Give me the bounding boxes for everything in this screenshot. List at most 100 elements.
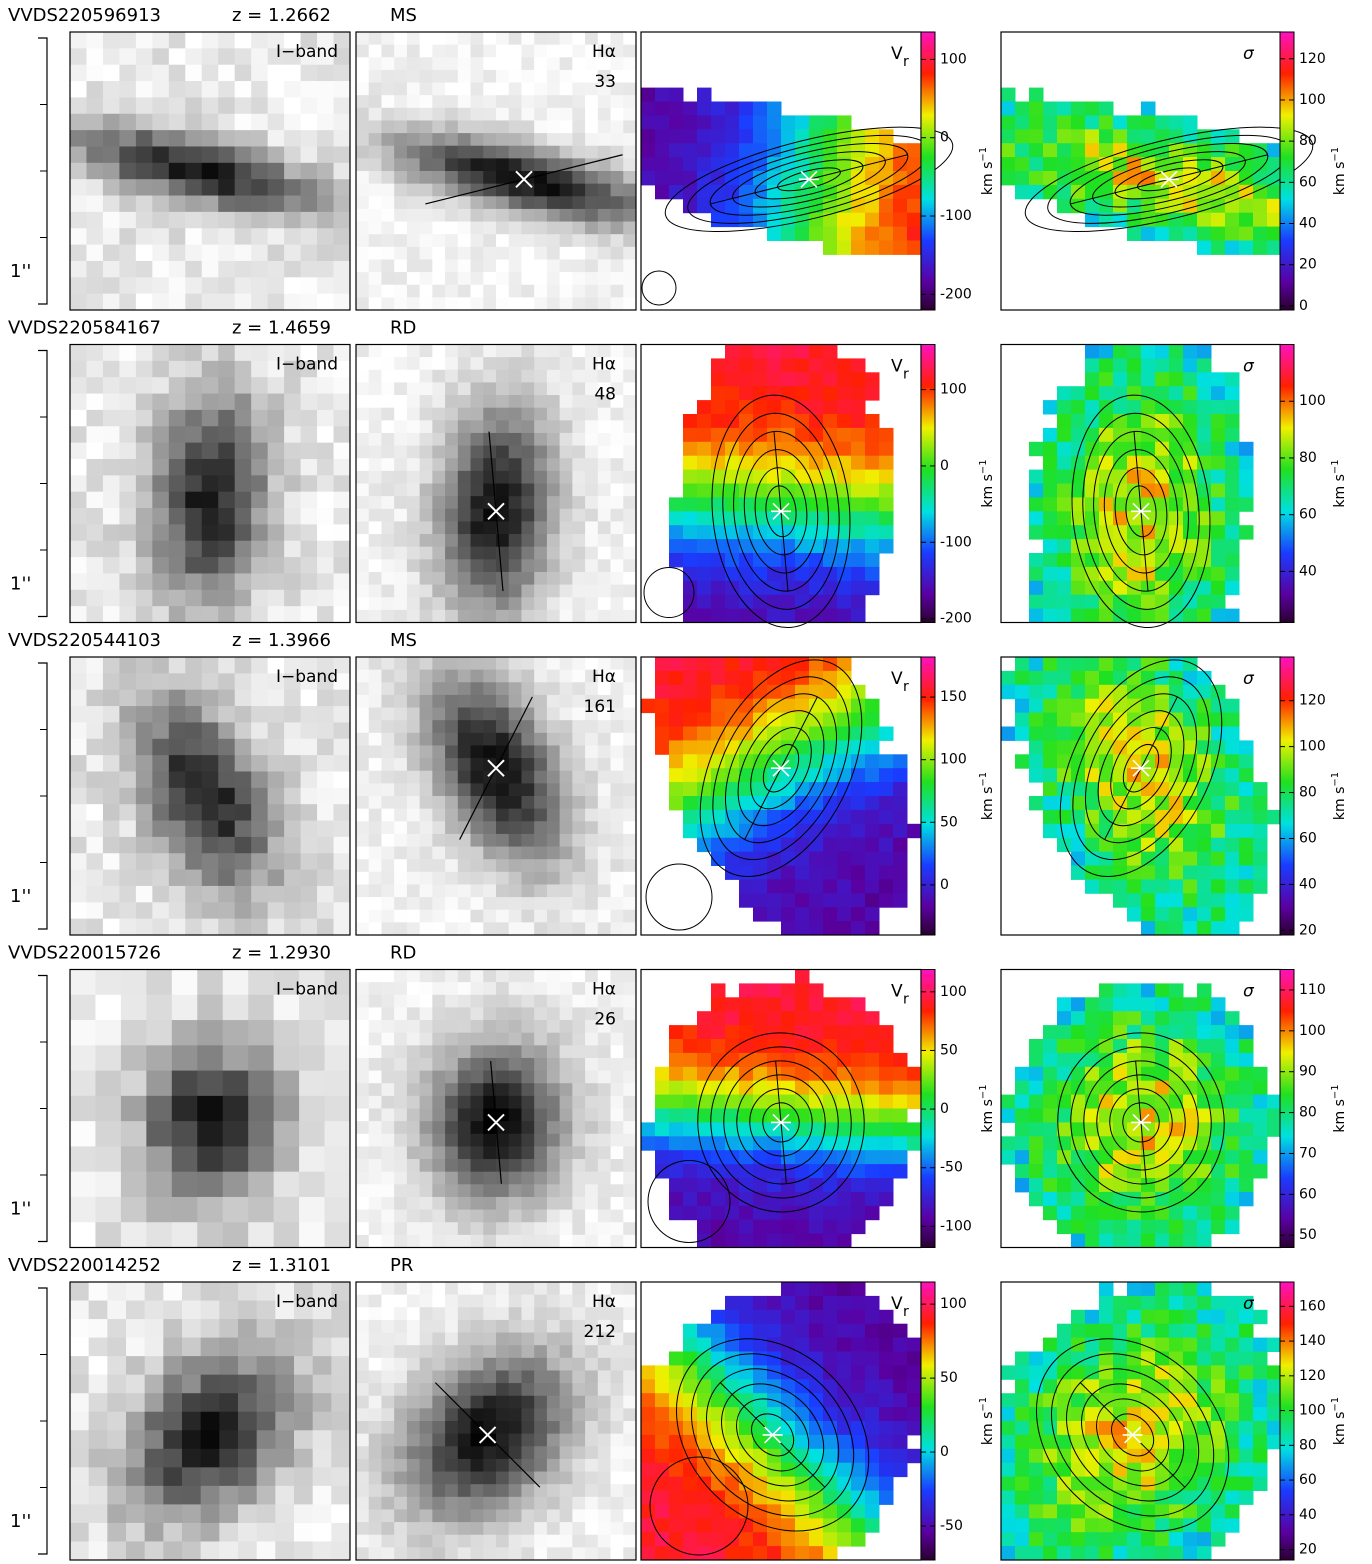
pixel [470, 458, 484, 472]
pixel [623, 44, 637, 58]
map-pixel [1211, 455, 1226, 471]
pixel [356, 922, 370, 936]
map-pixel [1225, 726, 1240, 741]
map-pixel [711, 184, 726, 200]
map-pixel [795, 698, 810, 714]
map-pixel [669, 497, 684, 512]
pixel [432, 432, 446, 447]
pixel [394, 69, 408, 84]
pixel [234, 657, 252, 674]
pixel [381, 1222, 395, 1236]
map-pixel [865, 511, 880, 526]
pixel [135, 113, 153, 131]
map-pixel [1169, 726, 1184, 741]
map-pixel [1085, 712, 1100, 727]
redshift: z = 1.2930 [232, 943, 331, 964]
pixel [521, 272, 535, 286]
map-pixel [1029, 441, 1044, 457]
pixel [86, 442, 104, 460]
pixel [95, 1020, 122, 1046]
map-pixel [809, 566, 824, 582]
pixel [534, 1095, 548, 1109]
pixel [572, 234, 586, 248]
pixel [86, 458, 104, 476]
pixel [534, 234, 548, 248]
map-pixel [1211, 226, 1226, 241]
pixel [534, 1032, 548, 1046]
pixel [623, 1095, 637, 1109]
map-pixel [809, 657, 824, 672]
pixel [152, 475, 170, 493]
map-pixel [739, 893, 754, 908]
pixel [86, 97, 104, 115]
pixel [432, 1196, 446, 1211]
map-pixel [809, 539, 824, 554]
pixel [356, 796, 370, 810]
map-pixel [1183, 823, 1198, 839]
map-pixel [823, 698, 838, 714]
map-pixel [697, 1122, 712, 1137]
pixel [419, 546, 433, 560]
pixel [521, 609, 535, 623]
map-pixel [837, 1178, 852, 1193]
map-pixel [1225, 837, 1240, 853]
pixel [248, 1121, 275, 1147]
map-pixel [795, 809, 810, 825]
pixel [597, 859, 612, 873]
pixel [406, 897, 421, 911]
pixel [168, 738, 186, 756]
pixel [445, 82, 459, 96]
map-pixel [851, 400, 866, 415]
pixel [572, 57, 586, 71]
map-pixel [879, 129, 894, 144]
pixel [432, 259, 446, 273]
pixel [623, 221, 637, 235]
pixel [470, 707, 484, 721]
pixel [483, 534, 497, 548]
map-pixel [683, 1094, 698, 1109]
pixel [457, 1045, 472, 1059]
pixel [95, 1045, 122, 1072]
map-pixel [1239, 184, 1254, 200]
map-pixel [767, 372, 782, 387]
pixel [406, 808, 421, 822]
pixel [508, 1171, 522, 1185]
unit-exponent: −1 [978, 459, 989, 474]
map-pixel [1085, 101, 1100, 116]
pixel [333, 377, 351, 395]
pixel [572, 382, 586, 396]
pixel [419, 534, 433, 548]
pixel [470, 571, 484, 586]
map-pixel [1197, 823, 1212, 839]
pixel [185, 32, 203, 49]
pixel [201, 771, 219, 789]
map-pixel [893, 143, 908, 158]
pixel [508, 259, 522, 273]
map-pixel [1085, 358, 1100, 373]
pixel [218, 195, 236, 213]
map-pixel [851, 1080, 866, 1096]
map-pixel [1085, 400, 1100, 415]
map-pixel [1211, 594, 1226, 610]
map-pixel [1239, 525, 1254, 540]
map-pixel [767, 893, 782, 908]
pixel [317, 260, 335, 278]
pixel [508, 1234, 522, 1248]
map-pixel [781, 115, 796, 130]
pixel [534, 707, 548, 721]
pixel [419, 95, 433, 109]
pixel [546, 1032, 561, 1046]
map-pixel [823, 1178, 838, 1193]
pixel [86, 918, 104, 936]
map-pixel [697, 1219, 712, 1235]
pixel [185, 606, 203, 623]
pixel [234, 113, 252, 131]
map-pixel [893, 157, 908, 172]
map-pixel [1155, 553, 1170, 568]
map-pixel [851, 1039, 866, 1054]
pixel [546, 871, 561, 885]
pixel [368, 458, 382, 472]
pixel [218, 918, 236, 936]
pixel [185, 755, 203, 772]
pixel [300, 360, 318, 378]
